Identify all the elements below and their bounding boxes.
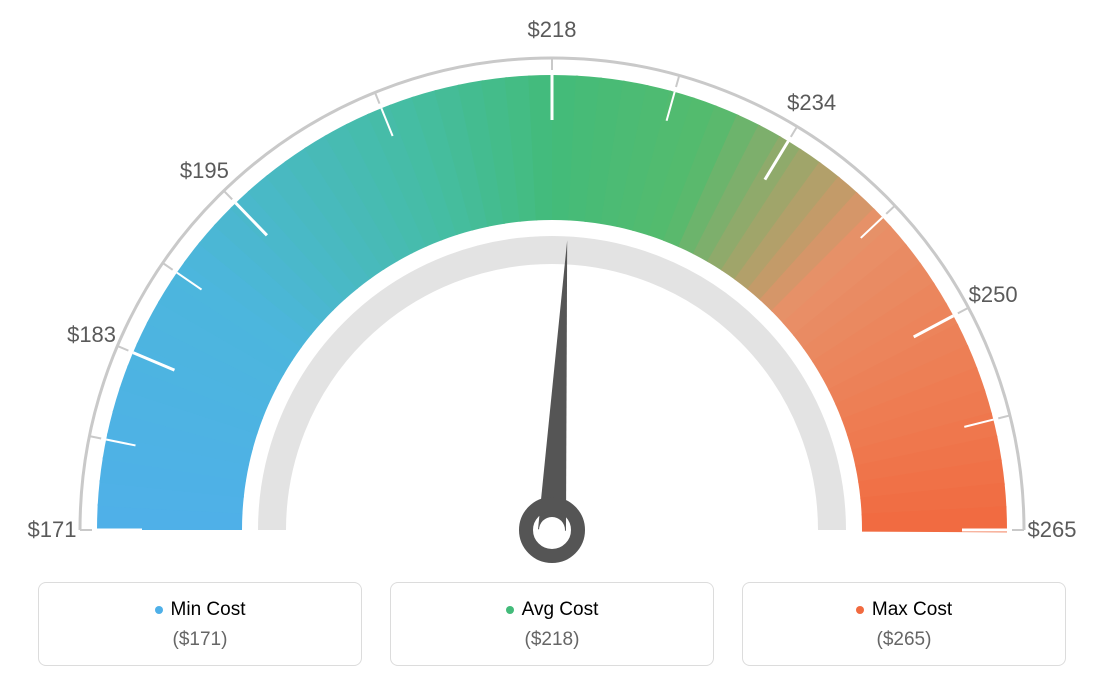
tick-label: $250 [969, 282, 1018, 308]
gauge-chart: $171 $183 $195 $218 $234 $250 $265 [0, 0, 1104, 570]
legend-label-min: Min Cost [171, 599, 246, 621]
gauge-svg [0, 0, 1104, 570]
legend-title-avg: Avg Cost [506, 599, 599, 621]
tick-label: $195 [180, 158, 229, 184]
legend-title-max: Max Cost [856, 599, 952, 621]
legend-card-avg: Avg Cost ($218) [390, 582, 714, 666]
tick-label: $171 [28, 517, 77, 543]
tick-label: $183 [67, 322, 116, 348]
legend-value-avg: ($218) [403, 629, 701, 651]
tick-label: $265 [1028, 517, 1077, 543]
legend-label-avg: Avg Cost [522, 599, 599, 621]
legend-card-max: Max Cost ($265) [742, 582, 1066, 666]
legend-value-min: ($171) [51, 629, 349, 651]
tick-label: $234 [787, 90, 836, 116]
dot-icon [155, 606, 163, 614]
legend-value-max: ($265) [755, 629, 1053, 651]
dot-icon [856, 606, 864, 614]
legend-title-min: Min Cost [155, 599, 246, 621]
legend-label-max: Max Cost [872, 599, 952, 621]
tick-label: $218 [528, 17, 577, 43]
legend-card-min: Min Cost ($171) [38, 582, 362, 666]
legend-row: Min Cost ($171) Avg Cost ($218) Max Cost… [38, 582, 1066, 666]
dot-icon [506, 606, 514, 614]
